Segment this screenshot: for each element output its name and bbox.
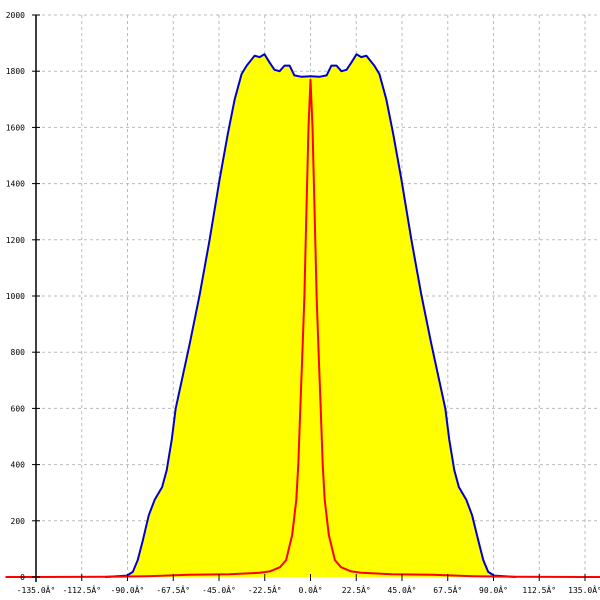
x-tick-label: -67.5Â° — [156, 584, 190, 595]
x-tick-label: 90.0Â° — [479, 584, 508, 595]
y-tick-label: 0 — [20, 573, 25, 582]
x-tick-label: -112.5Â° — [62, 584, 101, 595]
y-tick-label: 200 — [11, 517, 26, 526]
x-tick-label: 0.0Â° — [298, 584, 322, 595]
x-tick-label: 112.5Â° — [522, 584, 556, 595]
y-tick-label: 1000 — [6, 292, 25, 301]
x-tick-label: 22.5Â° — [342, 584, 371, 595]
series — [5, 53, 600, 578]
y-tick-label: 1800 — [6, 67, 25, 76]
series-0-area — [105, 54, 516, 578]
y-tick-label: 600 — [11, 404, 26, 413]
x-tick-label: -45.0Â° — [202, 584, 236, 595]
x-tick-label: 67.5Â° — [433, 584, 462, 595]
y-tick-label: 1400 — [6, 180, 25, 189]
x-tick-label: -90.0Â° — [111, 584, 145, 595]
series-1-line — [5, 78, 600, 578]
x-tick-label: 135.0Â° — [568, 584, 600, 595]
x-tick-label: 45.0Â° — [388, 584, 417, 595]
axes: 0 200 400 600 800 1000 1200 1400 1600 1800 2000 -13… — [6, 11, 600, 595]
x-tick-label: -22.5Â° — [248, 584, 282, 595]
y-tick-label: 1200 — [6, 236, 25, 245]
y-tick-label: 1600 — [6, 123, 25, 132]
y-tick-label: 400 — [11, 461, 26, 470]
y-tick-label: 2000 — [6, 11, 25, 20]
y-tick-label: 800 — [11, 348, 26, 357]
series-0-line — [105, 53, 516, 578]
x-tick-label: -135.0Â° — [17, 584, 56, 595]
